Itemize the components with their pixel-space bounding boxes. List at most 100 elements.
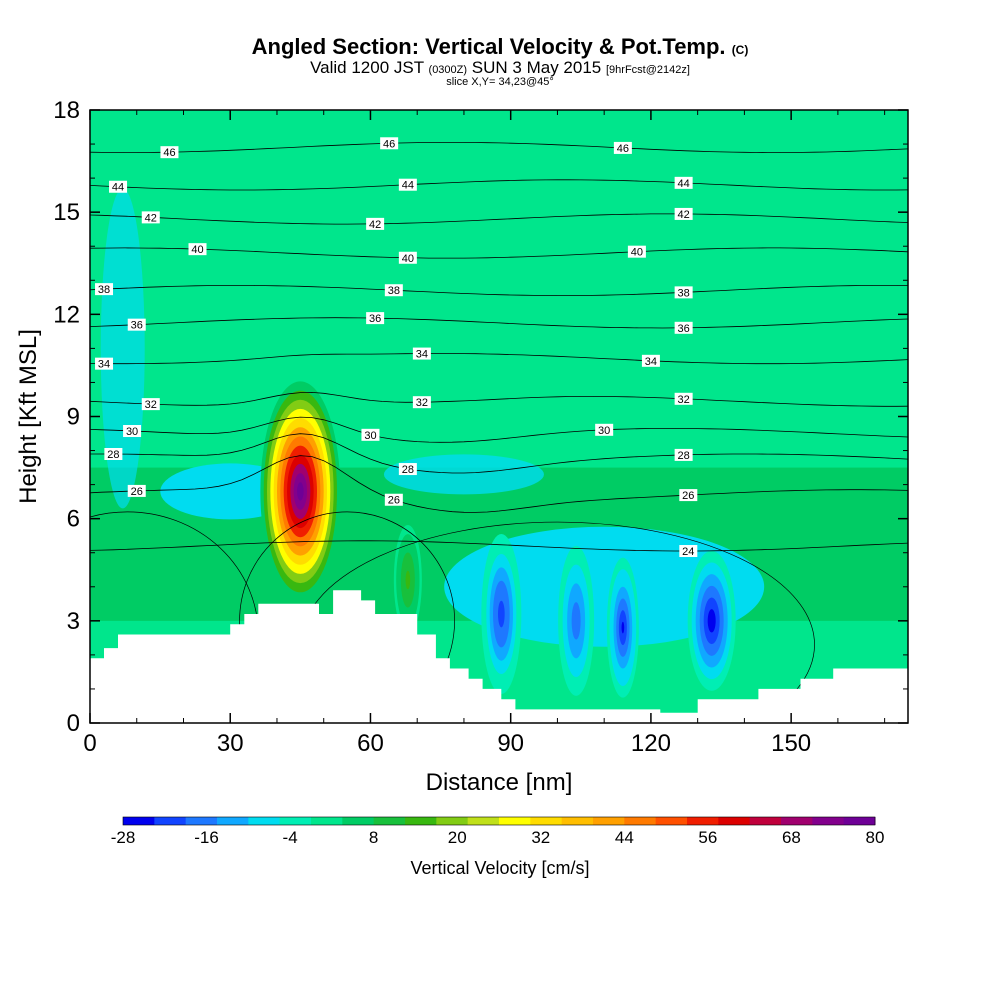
isentrope-label-44: 44 [109, 180, 128, 194]
colorbar-swatch [467, 817, 500, 825]
closed-contour [239, 511, 455, 723]
isentrope-label-42: 42 [366, 217, 385, 231]
isentrope-label-36: 36 [127, 318, 146, 332]
isentrope-label-40: 40 [188, 243, 207, 256]
field-tongue [383, 454, 544, 495]
svg-text:30: 30 [364, 430, 376, 442]
isentrope-label-40: 40 [627, 245, 646, 259]
velocity-cell [621, 621, 625, 634]
x-axis-label: Distance [nm] [426, 769, 573, 796]
svg-text:32: 32 [416, 397, 428, 409]
colorbar-swatch [499, 817, 531, 825]
isentrope-label-38: 38 [674, 286, 693, 299]
isentrope-label-38: 38 [95, 283, 114, 296]
isentrope-label-26: 26 [127, 484, 146, 498]
isentrope-label-44: 44 [674, 176, 693, 190]
velocity-cell [499, 607, 504, 621]
colorbar-tick-label: -28 [111, 828, 136, 847]
svg-text:36: 36 [131, 320, 143, 332]
colorbar-swatch [217, 817, 249, 825]
isentrope-label-34: 34 [95, 357, 114, 371]
svg-text:40: 40 [631, 247, 643, 259]
svg-text:32: 32 [145, 399, 157, 411]
isentrope-32 [90, 391, 908, 407]
svg-text:46: 46 [617, 143, 629, 155]
colorbar-swatch [718, 817, 751, 825]
colorbar-swatch [593, 817, 625, 825]
svg-text:42: 42 [145, 212, 157, 224]
svg-text:36: 36 [678, 323, 690, 335]
isentrope-42 [90, 213, 908, 225]
isentrope-label-44: 44 [398, 178, 417, 192]
colorbar-swatch [373, 817, 406, 825]
isentrope-label-30: 30 [595, 423, 614, 437]
svg-text:40: 40 [191, 244, 203, 256]
svg-text:46: 46 [163, 147, 175, 159]
svg-text:46: 46 [383, 138, 395, 150]
isentrope-labels: 24 26 26 26 28 28 28 30 30 30 32 32 32 34 34 34 36 36 36 38… [95, 137, 698, 558]
isentrope-label-46: 46 [613, 141, 632, 155]
svg-text:32: 32 [678, 394, 690, 406]
terrain [90, 590, 908, 723]
svg-text:30: 30 [126, 426, 138, 438]
y-tick-label: 12 [53, 301, 80, 328]
y-tick-label: 6 [67, 506, 80, 533]
velocity-field [90, 110, 908, 723]
svg-text:44: 44 [402, 180, 414, 192]
isentrope-label-40: 40 [398, 251, 417, 265]
isentrope-label-34: 34 [412, 347, 431, 361]
colorbar-tick-label: 80 [866, 828, 885, 847]
colorbar-swatch [749, 817, 782, 825]
svg-text:38: 38 [98, 284, 110, 296]
colorbar-swatch [436, 817, 469, 825]
isentrope-40 [90, 247, 908, 259]
svg-text:28: 28 [678, 450, 690, 462]
x-tick-label: 120 [631, 730, 671, 757]
colorbar-tick-label: 44 [615, 828, 634, 847]
svg-text:34: 34 [416, 349, 428, 361]
colorbar-label: Vertical Velocity [cm/s] [410, 858, 590, 878]
svg-text:26: 26 [682, 490, 694, 502]
y-tick-label: 0 [67, 710, 80, 737]
isentrope-label-42: 42 [141, 211, 160, 224]
x-tick-label: 0 [83, 730, 96, 757]
isentrope-label-32: 32 [674, 392, 693, 406]
y-axis-label: Height [Kft MSL] [15, 329, 42, 504]
y-tick-label: 9 [67, 404, 80, 431]
colorbar-swatch [687, 817, 719, 825]
isentrope-label-28: 28 [674, 448, 693, 462]
chart-subtitle: Valid 1200 JST (0300Z) SUN 3 May 2015 [9… [310, 58, 690, 77]
isentrope-34 [90, 353, 908, 365]
colorbar-swatch [781, 817, 813, 825]
isentrope-36 [90, 317, 908, 329]
velocity-cell [574, 614, 578, 628]
colorbar-swatch [248, 817, 281, 825]
colorbar-swatch [342, 817, 375, 825]
isentrope-label-26: 26 [679, 489, 698, 502]
colorbar-frame [122, 816, 876, 826]
velocity-cell [406, 575, 410, 585]
isentrope-label-24: 24 [679, 545, 698, 558]
isentrope-28 [90, 433, 908, 474]
colorbar-tick-label: 8 [369, 828, 378, 847]
isentrope-44 [90, 179, 908, 191]
chart-title-block: Angled Section: Vertical Velocity & Pot.… [0, 36, 1000, 88]
colorbar-tick-label: 32 [531, 828, 550, 847]
x-tick-label: 90 [497, 730, 524, 757]
isentrope-label-28: 28 [398, 463, 417, 476]
x-tick-label: 60 [357, 730, 384, 757]
colorbar-swatch [561, 817, 594, 825]
isentrope-label-46: 46 [160, 146, 179, 159]
svg-text:28: 28 [107, 449, 119, 461]
colorbar-swatch [279, 817, 312, 825]
svg-text:30: 30 [598, 425, 610, 437]
colorbar-swatch [123, 817, 155, 825]
colorbar-tick-label: 20 [448, 828, 467, 847]
svg-text:38: 38 [678, 287, 690, 299]
svg-text:42: 42 [678, 209, 690, 221]
colorbar-swatch [655, 817, 688, 825]
isentrope-46 [90, 142, 908, 153]
field-band [393, 178, 908, 417]
